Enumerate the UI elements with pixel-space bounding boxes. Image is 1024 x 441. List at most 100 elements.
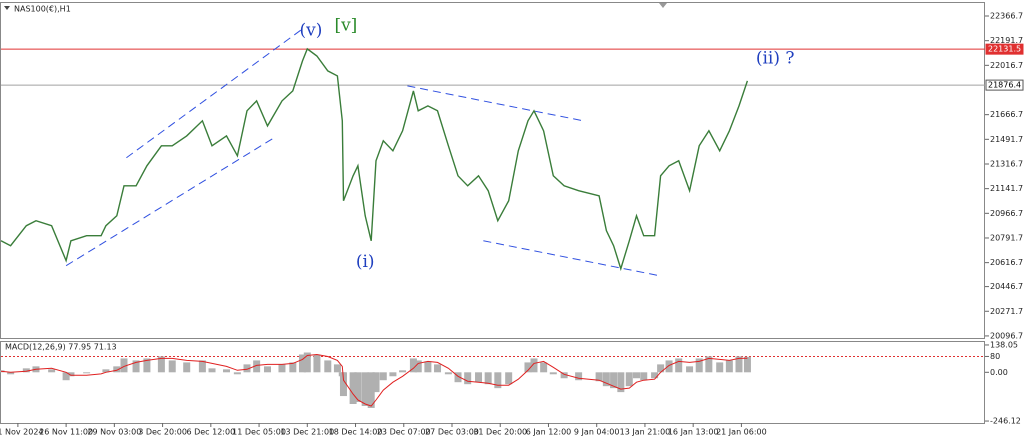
macd-frame	[0, 341, 985, 424]
x-tick-label: 13 Jan 21:00	[620, 428, 671, 437]
macd-bar	[464, 372, 472, 385]
y-tick-label: 21316.7	[990, 159, 1023, 168]
macd-bar	[48, 369, 56, 373]
macd-bar	[132, 360, 140, 373]
title-arrow	[4, 6, 10, 10]
macd-bar	[716, 362, 724, 373]
macd-bar	[617, 372, 625, 393]
macd-bar	[633, 372, 640, 379]
macd-bar	[735, 356, 743, 373]
macd-bar	[434, 364, 442, 373]
price-frame	[0, 2, 985, 339]
macd-bar	[7, 372, 15, 375]
x-tick-label: 6 Dec 12:00	[186, 428, 235, 437]
macd-bar	[198, 360, 206, 373]
macd-bar	[157, 356, 165, 373]
x-tick-label: 31 Dec 20:00	[473, 428, 527, 437]
macd-bar	[83, 372, 91, 374]
macd-bar	[399, 370, 407, 373]
macd-bar	[22, 368, 30, 373]
y-tick-label: 22191.7	[990, 36, 1023, 45]
level-tag	[985, 43, 1024, 55]
x-tick-label: 9 Jan 04:00	[574, 428, 620, 437]
macd-bar	[233, 372, 241, 375]
macd-bar	[549, 372, 557, 375]
wave-label: (ii) ?	[756, 48, 795, 68]
wave-label: [v]	[334, 15, 357, 35]
macd-bar	[686, 366, 694, 373]
y-tick-label: 138.05	[990, 340, 1018, 349]
macd-bar	[625, 372, 633, 387]
wave-label: (v)	[299, 20, 322, 40]
macd-bar	[560, 372, 568, 379]
y-tick-label: 20446.7	[990, 282, 1023, 291]
macd-bar	[223, 369, 230, 373]
macd-bar	[67, 372, 75, 377]
macd-bar	[444, 372, 452, 375]
macd-bar	[424, 361, 432, 373]
macd-bar	[303, 352, 311, 373]
macd-bar	[640, 372, 648, 381]
x-tick-label: 26 Nov 11:00	[39, 428, 93, 437]
trendline	[65, 138, 273, 267]
macd-bar	[264, 366, 271, 373]
trendline	[407, 85, 584, 122]
x-tick-label: 6 Jan 12:00	[526, 428, 572, 437]
macd-bar	[289, 362, 297, 373]
y-tick-label: 80	[990, 352, 1000, 361]
macd-bar	[595, 372, 603, 382]
scroll-marker	[659, 3, 667, 8]
macd-bar	[349, 372, 357, 404]
macd-bar	[339, 372, 347, 397]
chart-title: NAS100(€),H1	[14, 5, 71, 14]
macd-bar	[524, 362, 532, 373]
macd-bar	[454, 372, 462, 383]
macd-bar	[409, 358, 417, 373]
macd-bar	[361, 372, 369, 406]
macd-bar	[414, 360, 422, 373]
y-tick-label: 21666.7	[990, 110, 1023, 119]
macd-bar	[494, 372, 502, 389]
macd-bar	[530, 358, 538, 373]
x-tick-label: 21 Nov 2024	[0, 428, 44, 437]
macd-bar	[389, 372, 397, 377]
macd-bar	[102, 369, 110, 373]
macd-bar	[278, 364, 286, 373]
wave-label: (i)	[356, 252, 375, 272]
macd-bar	[484, 372, 492, 385]
y-tick-label: 20966.7	[990, 209, 1023, 218]
macd-bar	[143, 358, 151, 373]
y-tick-label: 22016.7	[990, 61, 1023, 70]
macd-bar	[602, 372, 610, 387]
macd-bar	[505, 372, 513, 385]
y-tick-label: 21141.7	[990, 184, 1023, 193]
macd-bar	[675, 358, 683, 373]
macd-bar	[208, 368, 216, 373]
trendline	[126, 28, 303, 159]
signal-line	[0, 353, 748, 407]
macd-bar	[354, 372, 362, 403]
y-tick-label: -246.12	[990, 417, 1021, 426]
y-tick-label: 22366.7	[990, 12, 1023, 21]
macd-bar	[183, 362, 191, 373]
macd-bar	[367, 372, 375, 408]
macd-bar	[333, 364, 341, 373]
x-tick-label: 3 Dec 20:00	[138, 428, 187, 437]
x-tick-label: 23 Dec 07:00	[377, 428, 431, 437]
macd-bar	[651, 372, 659, 379]
macd-bar	[743, 356, 751, 373]
level-tag	[985, 79, 1024, 91]
y-tick-label: 20271.7	[990, 307, 1023, 316]
macd-bar	[120, 358, 128, 373]
y-tick-label: 0.00	[990, 368, 1008, 377]
macd-bar	[243, 364, 251, 373]
macd-bar	[610, 372, 618, 389]
macd-bar	[379, 372, 387, 381]
x-tick-label: 18 Dec 14:00	[329, 428, 383, 437]
price-line	[0, 47, 749, 272]
macd-bar	[540, 362, 548, 373]
macd-bar	[575, 372, 583, 381]
level-label: 22131.5	[988, 45, 1021, 54]
macd-bar	[725, 360, 733, 373]
